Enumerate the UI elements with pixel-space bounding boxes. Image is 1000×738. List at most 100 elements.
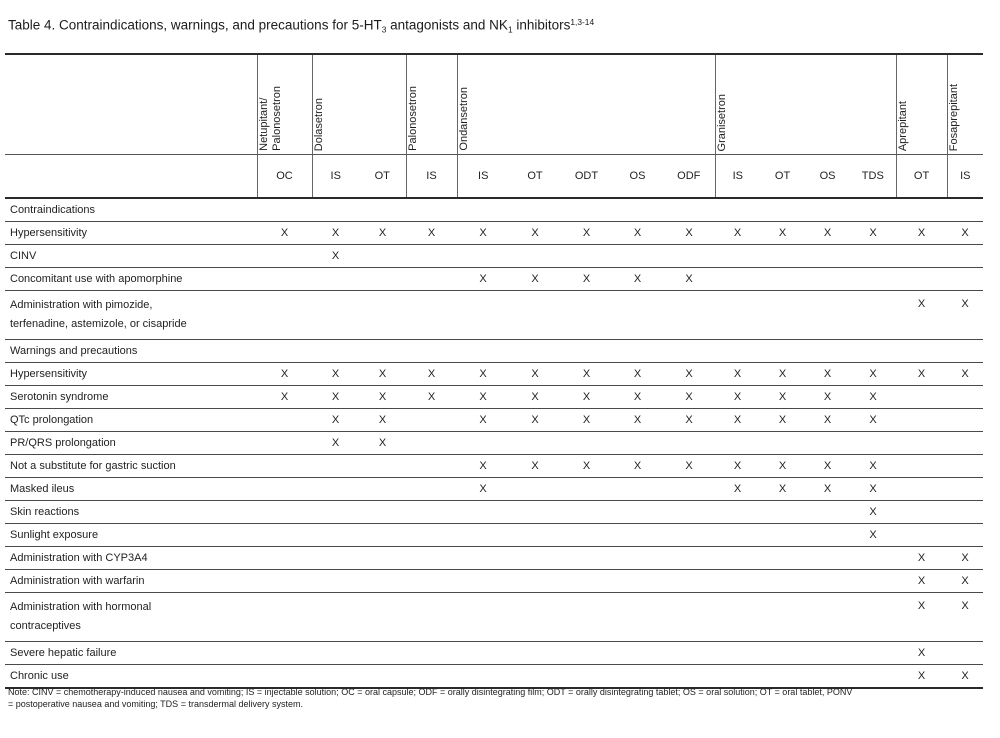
mark-cell: X <box>312 362 359 386</box>
mark-cell <box>947 267 984 291</box>
mark-cell: X <box>663 362 716 386</box>
mark-cell <box>947 454 984 478</box>
mark-cell <box>663 500 716 524</box>
mark-cell <box>561 198 612 222</box>
mark-cell <box>509 664 561 689</box>
mark-cell: X <box>896 362 948 386</box>
mark-cell <box>257 454 312 478</box>
mark-cell <box>612 664 663 689</box>
mark-cell <box>612 500 663 524</box>
mark-cell: X <box>715 408 761 432</box>
mark-cell <box>561 523 612 547</box>
row-label: Skin reactions <box>5 500 257 524</box>
title-text-2: antagonists and NK <box>386 17 508 33</box>
mark-cell <box>715 546 761 570</box>
mark-cell <box>715 664 761 689</box>
mark-cell <box>257 641 312 665</box>
formulation-header: OT <box>359 154 406 199</box>
mark-cell <box>359 198 406 222</box>
mark-cell: X <box>850 408 897 432</box>
table-row: Severe hepatic failure X <box>5 641 984 665</box>
mark-cell: X <box>457 267 509 291</box>
formulation-header: IS <box>456 154 509 199</box>
mark-cell <box>663 198 716 222</box>
mark-cell: X <box>850 477 897 501</box>
mark-cell: X <box>805 454 851 478</box>
mark-cell <box>509 523 561 547</box>
mark-cell <box>896 339 948 363</box>
label-column-header-empty <box>5 154 257 199</box>
mark-cell <box>561 546 612 570</box>
mark-cell: X <box>850 362 897 386</box>
mark-cell <box>457 664 509 689</box>
mark-cell <box>663 244 716 268</box>
drug-name-rotated-label: Dolasetron <box>312 97 325 151</box>
mark-cell <box>312 641 359 665</box>
drug-name-rotated-label: Fosaprepitant <box>947 83 960 151</box>
mark-cell <box>663 641 716 665</box>
mark-cell: X <box>850 500 897 524</box>
mark-cell <box>760 198 806 222</box>
mark-cell <box>896 454 948 478</box>
formulation-header: TDS <box>850 154 897 199</box>
mark-cell: X <box>715 454 761 478</box>
mark-cell <box>663 290 716 340</box>
mark-cell: X <box>947 546 984 570</box>
mark-cell <box>715 592 761 642</box>
formulation-header: IS <box>946 154 984 199</box>
mark-cell: X <box>760 477 806 501</box>
mark-cell: X <box>612 221 663 245</box>
mark-cell: X <box>457 221 509 245</box>
mark-cell <box>850 198 897 222</box>
formulation-header: OT <box>895 154 948 199</box>
formulation-header: OT <box>509 154 561 199</box>
mark-cell <box>257 408 312 432</box>
mark-cell <box>257 523 312 547</box>
mark-cell <box>715 500 761 524</box>
mark-cell: X <box>612 385 663 409</box>
mark-cell <box>457 546 509 570</box>
mark-cell <box>850 641 897 665</box>
mark-cell <box>947 431 984 455</box>
mark-cell <box>947 500 984 524</box>
mark-cell <box>715 641 761 665</box>
mark-cell <box>663 546 716 570</box>
mark-cell: X <box>850 523 897 547</box>
formulation-header: OS <box>612 154 663 199</box>
drug-name-header-row: Netupitant/Palonosetron Dolasetron Palonos… <box>5 54 984 155</box>
mark-cell <box>359 454 406 478</box>
mark-cell <box>663 477 716 501</box>
mark-cell <box>612 431 663 455</box>
mark-cell <box>612 546 663 570</box>
mark-cell <box>257 477 312 501</box>
mark-cell: X <box>612 267 663 291</box>
mark-cell <box>359 664 406 689</box>
mark-cell <box>760 523 806 547</box>
mark-cell: X <box>715 362 761 386</box>
mark-cell <box>760 500 806 524</box>
drug-name-rotated-label: Aprepitant <box>896 100 909 151</box>
mark-cell <box>257 592 312 642</box>
title-subscript-1: 1 <box>507 24 513 35</box>
mark-cell <box>406 500 457 524</box>
mark-cell <box>805 546 851 570</box>
mark-cell <box>257 664 312 689</box>
mark-cell <box>896 408 948 432</box>
mark-cell: X <box>561 362 612 386</box>
mark-cell <box>457 500 509 524</box>
mark-cell <box>509 641 561 665</box>
table-row: QTc prolongation X X X X X X X X X X X <box>5 408 984 432</box>
mark-cell <box>715 569 761 593</box>
mark-cell: X <box>406 385 457 409</box>
row-label: Administration with hormonal contracepti… <box>5 592 257 642</box>
mark-cell <box>561 339 612 363</box>
mark-cell <box>805 500 851 524</box>
table-row: Administration with warfarin X X <box>5 569 984 593</box>
mark-cell <box>805 431 851 455</box>
mark-cell: X <box>257 385 312 409</box>
mark-cell <box>561 592 612 642</box>
mark-cell: X <box>359 221 406 245</box>
mark-cell <box>312 546 359 570</box>
mark-cell <box>715 523 761 547</box>
mark-cell: X <box>257 221 312 245</box>
